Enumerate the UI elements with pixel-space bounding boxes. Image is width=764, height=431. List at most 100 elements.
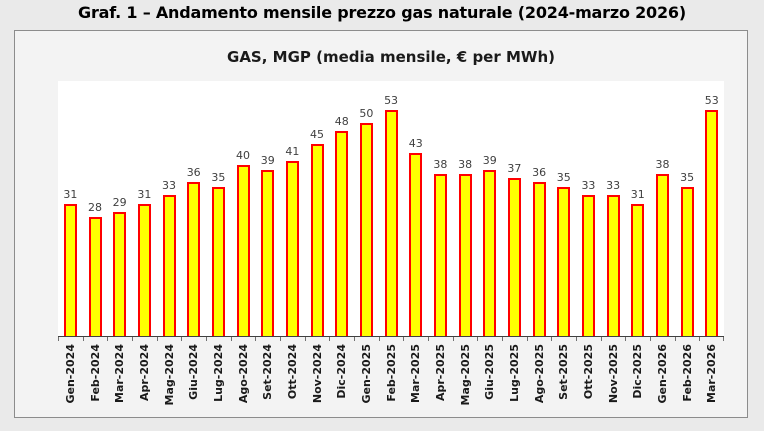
axis-tick xyxy=(403,337,405,341)
x-axis-label-slot: Set-2024 xyxy=(255,342,280,420)
x-axis-label-slot: Mar-2026 xyxy=(699,342,724,420)
x-axis-label-slot: Nov-2024 xyxy=(305,342,330,420)
bar-value-label: 39 xyxy=(482,153,497,167)
plot-wrap: 31 28 29 31 33 36 35 40 39 41 45 48 50 53 43 38 38 39 37 36… xyxy=(58,81,724,420)
axis-tick xyxy=(378,337,380,341)
axis-tick xyxy=(156,337,158,341)
x-axis-label-slot: Feb-2026 xyxy=(675,342,700,420)
bar xyxy=(433,173,447,336)
bar-slot: 39 xyxy=(255,81,280,336)
bar-value-label: 37 xyxy=(507,162,522,176)
bar-slot: 33 xyxy=(157,81,182,336)
axis-tick xyxy=(279,337,281,341)
bar-slot: 29 xyxy=(107,81,132,336)
bar-slot: 33 xyxy=(576,81,601,336)
axis-tick xyxy=(82,337,84,341)
bar xyxy=(532,182,546,336)
bar-value-label: 38 xyxy=(655,157,670,171)
bar xyxy=(113,212,127,336)
axis-tick xyxy=(699,337,701,341)
x-axis-label-slot: Mar-2024 xyxy=(107,342,132,420)
bar-value-label: 41 xyxy=(285,145,300,159)
bar-value-label: 31 xyxy=(630,187,645,201)
bar-slot: 40 xyxy=(231,81,256,336)
axis-tick xyxy=(304,337,306,341)
bar-value-label: 35 xyxy=(680,170,695,184)
plot-area: 31 28 29 31 33 36 35 40 39 41 45 48 50 53 43 38 38 39 37 36… xyxy=(58,81,724,337)
axis-tick xyxy=(674,337,676,341)
axis-tick xyxy=(107,337,109,341)
bar xyxy=(335,131,349,336)
bar xyxy=(458,173,472,336)
bar-slot: 35 xyxy=(206,81,231,336)
bar xyxy=(261,169,275,336)
x-axis-label: Ott-2025 xyxy=(581,344,595,400)
axis-tick xyxy=(58,337,59,341)
x-axis-label-slot: Giu-2024 xyxy=(181,342,206,420)
bar-value-label: 35 xyxy=(556,170,571,184)
axis-tick xyxy=(501,337,503,341)
bar-value-label: 43 xyxy=(408,136,423,150)
x-axis-label-slot: Set-2025 xyxy=(551,342,576,420)
bar-slot: 36 xyxy=(527,81,552,336)
bar-slot: 31 xyxy=(625,81,650,336)
x-axis-label: Ott-2024 xyxy=(285,344,299,400)
bar-slot: 31 xyxy=(132,81,157,336)
x-axis-label: Mar-2024 xyxy=(113,344,127,403)
x-axis-label-slot: Apr-2025 xyxy=(428,342,453,420)
chart-subtitle: GAS, MGP (media mensile, € per MWh) xyxy=(227,48,555,66)
x-axis-label-slot: Ago-2025 xyxy=(527,342,552,420)
bar-slot: 36 xyxy=(181,81,206,336)
axis-tick xyxy=(600,337,602,341)
bar xyxy=(63,203,77,336)
bar-value-label: 53 xyxy=(384,93,399,107)
bar xyxy=(409,152,423,336)
x-axis-label: Mar-2025 xyxy=(409,344,423,403)
bar xyxy=(88,216,102,336)
x-axis-label: Nov-2024 xyxy=(310,344,324,404)
bar-slot: 35 xyxy=(551,81,576,336)
page-title: Graf. 1 – Andamento mensile prezzo gas n… xyxy=(78,3,686,22)
x-axis-label: Feb-2024 xyxy=(88,344,102,402)
x-axis-label: Nov-2025 xyxy=(606,344,620,404)
bar-slot: 50 xyxy=(354,81,379,336)
bar-value-label: 45 xyxy=(310,128,325,141)
axis-tick xyxy=(649,337,651,341)
bar-slot: 45 xyxy=(305,81,330,336)
x-axis-label-slot: Ott-2024 xyxy=(280,342,305,420)
axis-tick xyxy=(131,337,133,341)
axis-tick xyxy=(329,337,331,341)
x-axis-label: Feb-2026 xyxy=(680,344,694,402)
bar-slot: 48 xyxy=(329,81,354,336)
x-axis-label: Lug-2025 xyxy=(507,344,521,402)
x-axis-label-slot: Mar-2025 xyxy=(403,342,428,420)
bar-value-label: 38 xyxy=(458,157,473,171)
bar-value-label: 48 xyxy=(334,115,349,129)
x-axis-label-slot: Feb-2025 xyxy=(379,342,404,420)
bar xyxy=(137,203,151,336)
bar-value-label: 28 xyxy=(88,200,102,214)
axis-tick xyxy=(353,337,355,341)
x-axis-label: Mar-2026 xyxy=(705,344,719,403)
bar xyxy=(236,165,250,336)
bar xyxy=(187,182,201,336)
axis-tick xyxy=(255,337,257,341)
x-axis-label: Gen-2025 xyxy=(359,344,373,404)
bar-slot: 28 xyxy=(83,81,108,336)
bar xyxy=(680,186,694,336)
x-axis-label: Gen-2024 xyxy=(63,344,77,404)
axis-tick xyxy=(625,337,627,341)
axis-tick xyxy=(205,337,207,341)
x-axis-label-slot: Ott-2025 xyxy=(576,342,601,420)
bar-slot: 38 xyxy=(428,81,453,336)
x-axis-tick-row xyxy=(58,337,724,342)
bar-slot: 38 xyxy=(650,81,675,336)
bar-slot: 53 xyxy=(379,81,404,336)
bar-value-label: 50 xyxy=(359,106,374,120)
x-axis-label: Apr-2025 xyxy=(433,344,447,401)
bar-slot: 43 xyxy=(403,81,428,336)
x-axis-label-slot: Mag-2024 xyxy=(157,342,182,420)
x-axis-label: Apr-2024 xyxy=(137,344,151,401)
x-axis-label-slot: Feb-2024 xyxy=(83,342,108,420)
